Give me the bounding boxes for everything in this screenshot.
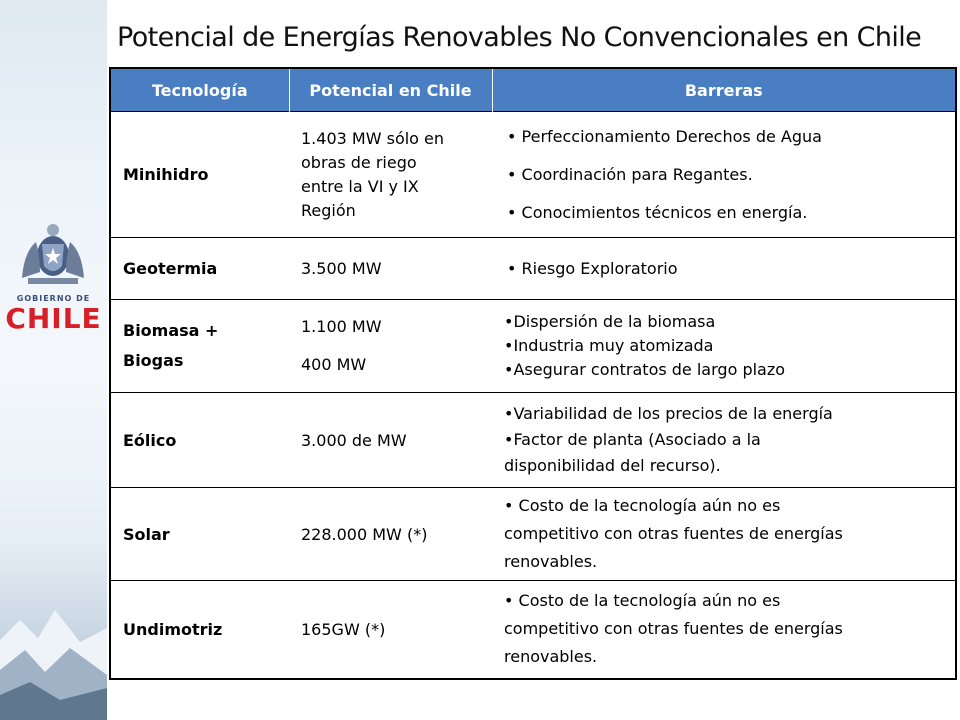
tech-cell: Geotermia <box>110 237 289 300</box>
table-row: Solar 228.000 MW (*) • Costo de la tecno… <box>110 487 956 581</box>
barrier-item: competitivo con otras fuentes de energía… <box>504 619 843 639</box>
barriers-cell: • Perfeccionamiento Derechos de Agua • C… <box>492 111 956 238</box>
barrier-item: •Factor de planta (Asociado a la <box>504 430 761 449</box>
barriers-cell: • Costo de la tecnología aún no es compe… <box>492 580 956 679</box>
tech-line: Biomasa + <box>123 321 219 340</box>
potential-cell: 3.000 de MW <box>289 392 492 488</box>
header-potencial: Potencial en Chile <box>288 68 492 112</box>
barrier-item: disponibilidad del recurso). <box>504 456 721 475</box>
page-title: Potencial de Energías Renovables No Conv… <box>117 22 922 53</box>
table-row: Geotermia 3.500 MW • Riesgo Exploratorio <box>110 237 956 300</box>
potential-line: entre la VI y IX <box>301 176 419 196</box>
tech-line: Biogas <box>123 351 184 370</box>
potential-cell: 1.403 MW sólo en obras de riego entre la… <box>289 111 492 238</box>
potential-cell: 228.000 MW (*) <box>289 487 492 581</box>
mountain-image <box>0 600 107 720</box>
potential-cell: 165GW (*) <box>289 580 492 679</box>
tech-cell: Solar <box>110 487 289 581</box>
barriers-cell: •Variabilidad de los precios de la energ… <box>492 392 956 488</box>
potential-line: 400 MW <box>301 355 367 374</box>
table-row: Eólico 3.000 de MW •Variabilidad de los … <box>110 392 956 488</box>
barrier-item: • Coordinación para Regantes. <box>507 164 753 184</box>
barriers-cell: • Costo de la tecnología aún no es compe… <box>492 487 956 581</box>
table-row: Biomasa + Biogas 1.100 MW 400 MW •Disper… <box>110 299 956 393</box>
potential-cell: 3.500 MW <box>289 237 492 300</box>
table-row: Minihidro 1.403 MW sólo en obras de rieg… <box>110 111 956 238</box>
barrier-item: • Costo de la tecnología aún no es <box>504 591 781 611</box>
side-decoration <box>0 0 107 720</box>
barrier-item: •Variabilidad de los precios de la energ… <box>504 404 833 423</box>
table-row: Undimotriz 165GW (*) • Costo de la tecno… <box>110 580 956 679</box>
barrier-item: • Riesgo Exploratorio <box>492 237 956 300</box>
logo-line-1: GOBIERNO DE <box>16 294 91 303</box>
barrier-item: renovables. <box>504 552 598 571</box>
potential-line: Región <box>301 200 356 220</box>
table-header-row: Tecnología Potencial en Chile Barreras <box>110 68 956 112</box>
potential-line: 1.403 MW sólo en <box>301 128 445 148</box>
coat-of-arms-icon <box>22 224 84 284</box>
potential-line: 1.100 MW <box>301 317 382 336</box>
barrier-item: renovables. <box>504 647 598 667</box>
header-barreras: Barreras <box>491 68 956 112</box>
barrier-item: • Conocimientos técnicos en energía. <box>507 202 808 222</box>
barrier-item: • Perfeccionamiento Derechos de Agua <box>507 126 822 146</box>
barrier-item: •Dispersión de la biomasa <box>504 312 716 331</box>
barrier-item: •Asegurar contratos de largo plazo <box>504 360 786 379</box>
tech-cell: Biomasa + Biogas <box>110 299 289 393</box>
potential-cell: 1.100 MW 400 MW <box>289 299 492 393</box>
tech-cell: Minihidro <box>110 111 289 238</box>
barrier-item: •Industria muy atomizada <box>504 336 714 355</box>
logo-line-2: CHILE <box>5 302 102 335</box>
barrier-item: • Costo de la tecnología aún no es <box>504 496 781 515</box>
energy-table: Tecnología Potencial en Chile Barreras M… <box>109 67 957 680</box>
barrier-item: competitivo con otras fuentes de energía… <box>504 524 843 543</box>
tech-cell: Undimotriz <box>110 580 289 679</box>
barriers-cell: •Dispersión de la biomasa •Industria muy… <box>492 299 956 393</box>
potential-line: obras de riego <box>301 152 417 172</box>
header-tecnologia: Tecnología <box>110 68 289 112</box>
tech-cell: Eólico <box>110 392 289 488</box>
